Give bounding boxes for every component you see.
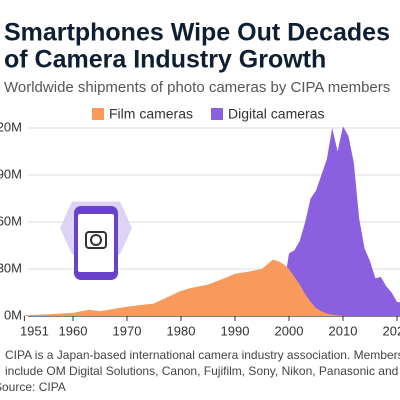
- icon: [60, 201, 132, 280]
- footnote: include OM Digital Solutions, Canon, Fuj…: [5, 364, 400, 378]
- x-tick-label: 1951: [20, 323, 49, 338]
- x-tick-label: 2000: [275, 323, 304, 338]
- legend-swatch: [92, 108, 104, 120]
- chart-title: of Camera Industry Growth: [4, 46, 326, 74]
- area: [272, 126, 400, 316]
- legend-swatch: [211, 108, 224, 120]
- footnote: CIPA is a Japan-based international came…: [5, 348, 400, 362]
- legend-label: Film cameras: [109, 106, 193, 122]
- x-tick-label: 1960: [59, 323, 88, 338]
- y-tick-label: 60M: [0, 213, 22, 228]
- y-tick-label: 0M: [4, 307, 22, 322]
- x-tick-label: 2010: [329, 323, 358, 338]
- legend-label: Digital cameras: [228, 106, 324, 122]
- x-tick-label: 1980: [167, 323, 196, 338]
- y-tick-label: 90M: [0, 166, 22, 181]
- chart-title: Smartphones Wipe Out Decades: [4, 19, 390, 47]
- chart-subtitle: Worldwide shipments of photo cameras by …: [4, 79, 390, 96]
- area: [24, 259, 344, 316]
- x-tick-label: 2020: [383, 323, 400, 338]
- x-tick-label: 1970: [113, 323, 142, 338]
- y-tick-label: 120M: [0, 119, 22, 134]
- x-tick-label: 1990: [221, 323, 250, 338]
- y-tick-label: 30M: [0, 260, 22, 275]
- source: Source: CIPA: [0, 380, 66, 394]
